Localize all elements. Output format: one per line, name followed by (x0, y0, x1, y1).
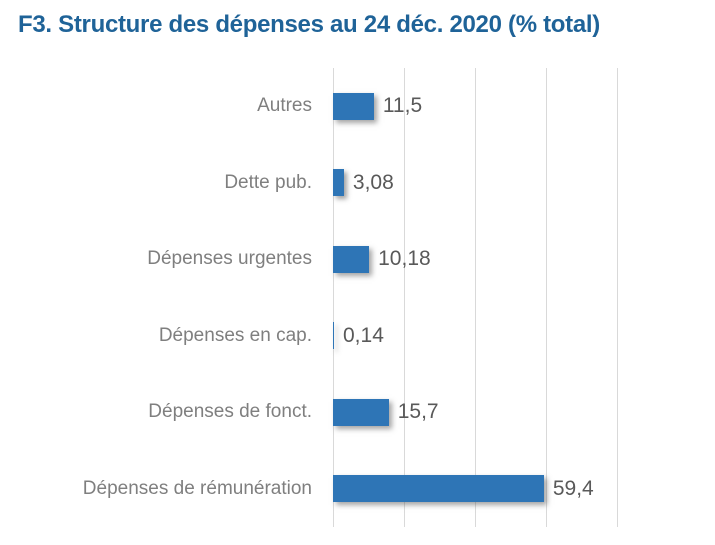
gridline (617, 68, 618, 527)
chart-row: Dette pub. 3,08 (0, 145, 715, 222)
category-label: Dépenses de rémunération (82, 477, 312, 499)
gridline (333, 68, 334, 527)
chart-row: Dépenses en cap. 0,14 (0, 298, 715, 375)
value-label: 15,7 (397, 400, 439, 424)
value-label: 59,4 (552, 476, 594, 500)
bar-track: 0,14 (333, 298, 715, 375)
bar (333, 169, 344, 197)
category-label: Dépenses en cap. (158, 324, 312, 346)
chart-row: Dépenses urgentes 10,18 (0, 221, 715, 298)
bar-track: 11,5 (333, 68, 715, 145)
bar (333, 398, 389, 426)
chart-row: Dépenses de fonct. 15,7 (0, 374, 715, 451)
gridline (404, 68, 405, 527)
bar-track: 59,4 (333, 451, 715, 528)
category-label: Autres (257, 95, 312, 117)
bar (333, 92, 374, 120)
bar-track: 15,7 (333, 374, 715, 451)
bar-track: 3,08 (333, 145, 715, 222)
bar-track: 10,18 (333, 221, 715, 298)
chart-title: F3. Structure des dépenses au 24 déc. 20… (18, 11, 600, 38)
bar (333, 245, 370, 273)
value-label: 0,14 (343, 323, 384, 347)
chart-row: Dépenses de rémunération 59,4 (0, 451, 715, 528)
gridline (546, 68, 547, 527)
category-label: Dépenses urgentes (147, 248, 312, 270)
category-label: Dette pub. (224, 171, 312, 193)
chart-row: Autres 11,5 (0, 68, 715, 145)
value-label: 3,08 (352, 170, 394, 194)
bar (333, 322, 334, 350)
category-label: Dépenses de fonct. (148, 401, 312, 423)
bar (333, 475, 544, 503)
value-label: 11,5 (382, 94, 423, 118)
bar-rows: Autres 11,5 Dette pub. 3,08 Dépenses urg… (0, 68, 715, 527)
gridline (475, 68, 476, 527)
value-label: 10,18 (378, 247, 431, 271)
plot-area (333, 68, 618, 527)
